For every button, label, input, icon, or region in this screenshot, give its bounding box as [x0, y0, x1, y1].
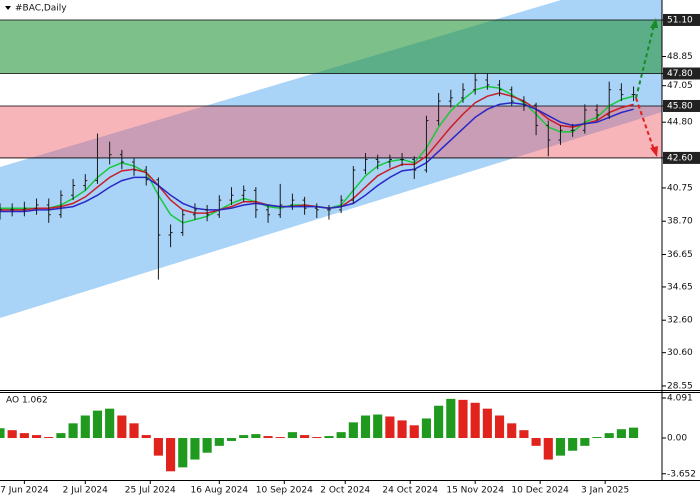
ao-bar — [226, 438, 237, 441]
ao-bar — [80, 415, 90, 439]
x-tick-label: 15 Nov 2024 — [446, 486, 504, 496]
ao-bar — [507, 423, 517, 439]
ao-bar — [616, 429, 626, 439]
ao-bar — [482, 408, 492, 439]
ao-bar — [202, 438, 212, 453]
ao-bar — [434, 405, 444, 439]
arrow-head — [650, 146, 658, 157]
ao-bar — [105, 408, 115, 439]
ao-bar — [324, 436, 334, 439]
price-zone — [0, 105, 662, 158]
arrow-head — [650, 18, 658, 28]
ao-bar — [300, 435, 310, 439]
level-label-box — [663, 151, 700, 164]
ao-bar — [263, 436, 273, 439]
forecast-down — [635, 97, 655, 151]
ao-bar — [178, 438, 188, 468]
ao-bar — [92, 410, 103, 439]
x-tick-label: 3 Jan 2025 — [581, 486, 629, 496]
ao-bar — [360, 415, 371, 439]
forecast-up — [635, 24, 655, 99]
x-tick-label: 10 Dec 2024 — [511, 486, 569, 496]
ao-plot — [0, 398, 639, 472]
y-tick-label: 51.10 — [667, 15, 693, 25]
trend-channel — [0, 0, 662, 318]
ao-bar — [56, 433, 66, 439]
ao-bar — [373, 414, 383, 439]
price-plot — [0, 0, 662, 318]
ao-bar — [251, 434, 261, 439]
ao-bar — [604, 433, 614, 439]
ao-bar — [239, 435, 249, 439]
ao-bar — [385, 416, 395, 439]
ao-bar — [592, 437, 602, 439]
ao-bar — [446, 398, 456, 439]
ao-bar — [580, 438, 590, 446]
y-tick-label: 44.80 — [667, 118, 693, 128]
y-tick-label: 48.85 — [667, 52, 693, 62]
ao-bar — [275, 437, 285, 439]
ao-bar — [397, 420, 407, 439]
y-tick-label: 38.70 — [667, 217, 693, 227]
ao-bar — [68, 423, 78, 439]
ao-bar — [166, 438, 176, 472]
ao-bar — [348, 422, 358, 439]
axes: 51.10 48.85 47.80 47.05 45.80 44.80 42.60 40.75… — [0, 13, 700, 496]
ao-bar — [458, 399, 468, 439]
level-label-box — [663, 99, 700, 112]
ao-bar — [312, 437, 322, 439]
ao-bar — [568, 438, 578, 451]
y-tick-label: 47.80 — [667, 69, 693, 79]
x-tick-label: 10 Sep 2024 — [256, 486, 313, 496]
chart-title: #BAC,Daily — [15, 4, 67, 14]
y-tick-label: 30.60 — [667, 348, 693, 358]
ao-bar — [7, 430, 17, 439]
ao-bar — [129, 423, 139, 439]
ao-bar — [531, 438, 541, 446]
ao-bar — [190, 438, 200, 460]
ao-bar — [555, 438, 566, 456]
menu-icon[interactable] — [5, 6, 11, 10]
ao-bar — [117, 415, 127, 439]
ao-bar — [141, 435, 151, 439]
y-tick-label: 40.75 — [667, 183, 693, 193]
ao-bar — [470, 402, 480, 439]
y-tick-label: 42.60 — [667, 153, 693, 163]
ao-bar — [494, 415, 505, 439]
ao-bar — [214, 438, 224, 446]
x-tick-label: 16 Aug 2024 — [190, 486, 248, 496]
y-tick-label: 47.05 — [667, 81, 693, 91]
x-tick-label: 24 Oct 2024 — [382, 486, 438, 496]
y-tick-label: 45.80 — [667, 101, 693, 111]
x-tick-label: 2 Jul 2024 — [63, 486, 108, 496]
ao-bar — [287, 432, 297, 439]
ao-bar — [409, 425, 419, 439]
x-tick-label: 2 Oct 2024 — [320, 486, 370, 496]
ao-bar — [153, 438, 163, 456]
y-tick-label: 36.65 — [667, 250, 693, 260]
ao-bar — [336, 432, 346, 439]
y-tick-label: 0.00 — [667, 434, 687, 444]
y-tick-label: 32.60 — [667, 316, 693, 326]
ao-bar — [421, 418, 432, 439]
x-tick-label: 25 Jul 2024 — [125, 486, 176, 496]
y-tick-label: 34.65 — [667, 282, 693, 292]
x-tick-label: 7 Jun 2024 — [0, 486, 49, 496]
y-tick-label: -3.652 — [667, 469, 696, 479]
ao-bar — [519, 430, 529, 439]
y-tick-label: 4.091 — [667, 393, 693, 403]
ao-bar — [31, 435, 42, 439]
price-zone — [0, 19, 662, 74]
ao-bar — [629, 427, 639, 439]
level-label-box — [663, 67, 700, 80]
ao-title: AO 1.062 — [6, 396, 48, 406]
ao-bar — [543, 438, 553, 460]
ao-bar — [44, 437, 54, 439]
y-tick-label: 28.55 — [667, 381, 693, 391]
ao-bar — [0, 428, 5, 439]
level-label-box — [663, 13, 700, 26]
ao-bar — [19, 433, 29, 439]
